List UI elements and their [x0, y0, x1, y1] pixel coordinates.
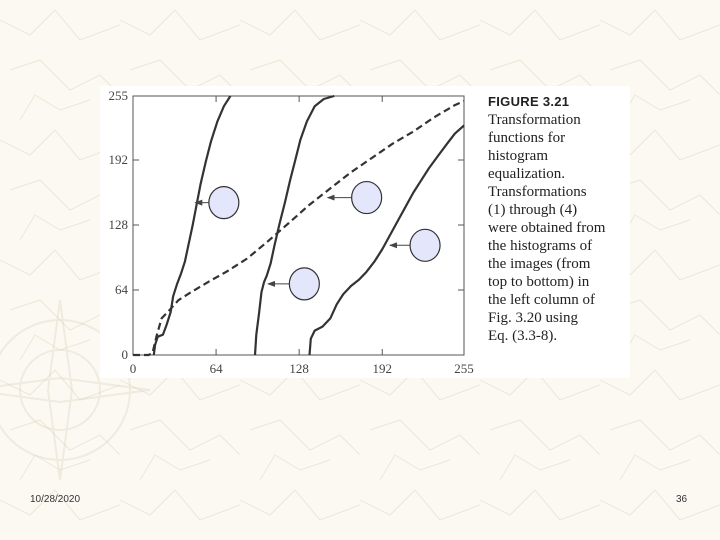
y-tick-label: 0	[122, 347, 129, 362]
caption-line: the histograms of	[488, 238, 593, 254]
caption-line: Fig. 3.20 using	[488, 310, 579, 326]
transformation-curve-4	[308, 124, 465, 356]
caption-line: the images (from	[488, 256, 591, 272]
callout-circle-3	[288, 267, 320, 301]
series-layer	[133, 94, 465, 357]
footer-page-number: 36	[676, 494, 688, 505]
caption-title: FIGURE 3.21	[488, 94, 570, 109]
caption-line: were obtained from	[488, 220, 606, 236]
caption-line: top to bottom) in	[488, 274, 590, 290]
caption-line: equalization.	[488, 166, 566, 182]
caption-line: Transformation	[488, 112, 581, 128]
callout-circle-2	[351, 180, 383, 215]
x-tick-label: 64	[210, 361, 224, 376]
footer-date: 10/28/2020	[30, 494, 81, 505]
x-tick-label: 255	[454, 361, 474, 376]
transformation-functions-chart: 0 64 128 192 255 0 64 128 192 255	[109, 88, 474, 376]
caption-line: histogram	[488, 148, 548, 164]
tick-label-layer: 0 64 128 192 255 0 64 128 192 255	[109, 88, 474, 376]
caption-line: Eq. (3.3-8).	[488, 328, 558, 344]
caption-line: (1) through (4)	[488, 202, 578, 218]
y-tick-label: 128	[109, 217, 129, 232]
annotation-layer	[194, 180, 441, 301]
transformation-curve-3	[133, 100, 465, 357]
figure-panel	[100, 86, 630, 378]
caption-text: Transformation functions for histogram equa…	[488, 111, 638, 345]
plot-frame	[132, 95, 465, 356]
figure-caption: FIGURE 3.21 Transformation functions for h…	[488, 93, 638, 345]
callout-circle-1	[208, 186, 240, 220]
x-tick-label: 0	[130, 361, 137, 376]
x-tick-label: 128	[289, 361, 309, 376]
caption-line: the left column of	[488, 292, 596, 308]
caption-line: Transformations	[488, 184, 587, 200]
y-tick-label: 192	[109, 152, 129, 167]
caption-line: functions for	[488, 130, 566, 146]
transformation-curve-1	[152, 95, 232, 356]
callout-circle-4	[409, 228, 441, 262]
transformation-curve-2	[253, 94, 335, 356]
x-tick-label: 192	[372, 361, 392, 376]
plot-axes	[132, 95, 465, 356]
y-tick-label: 64	[115, 282, 129, 297]
compass-rose-icon	[0, 299, 151, 481]
y-tick-label: 255	[109, 88, 129, 103]
